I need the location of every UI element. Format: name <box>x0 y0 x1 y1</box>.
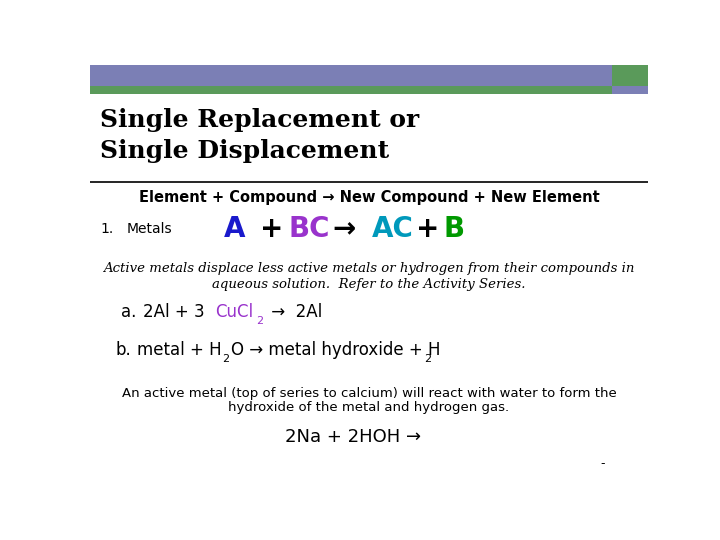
Text: metal + H: metal + H <box>138 341 222 359</box>
Text: A: A <box>224 215 246 243</box>
Text: aqueous solution.  Refer to the Activity Series.: aqueous solution. Refer to the Activity … <box>212 278 526 291</box>
Text: 1.: 1. <box>100 222 113 236</box>
Text: -: - <box>600 457 605 470</box>
Text: b.: b. <box>115 341 131 359</box>
Text: Element + Compound → New Compound + New Element: Element + Compound → New Compound + New … <box>139 190 599 205</box>
Text: An active metal (top of series to calcium) will react with water to form the: An active metal (top of series to calciu… <box>122 387 616 400</box>
Text: AC: AC <box>372 215 414 243</box>
Text: a.: a. <box>121 303 136 321</box>
Text: CuCl: CuCl <box>215 303 253 321</box>
Text: 2: 2 <box>256 316 264 326</box>
Text: +: + <box>260 215 284 243</box>
Text: →  2Al: → 2Al <box>266 303 322 321</box>
Bar <box>90 86 612 94</box>
Text: O → metal hydroxide + H: O → metal hydroxide + H <box>230 341 440 359</box>
Text: Single Displacement: Single Displacement <box>100 139 390 163</box>
Bar <box>612 65 648 86</box>
Text: +: + <box>416 215 440 243</box>
Text: BC: BC <box>288 215 330 243</box>
Text: 2Na + 2HOH →: 2Na + 2HOH → <box>285 428 421 446</box>
Text: →: → <box>333 215 356 243</box>
Text: Active metals displace less active metals or hydrogen from their compounds in: Active metals displace less active metal… <box>103 262 635 275</box>
Text: Single Replacement or: Single Replacement or <box>100 109 419 132</box>
Text: B: B <box>444 215 464 243</box>
Text: 2Al + 3: 2Al + 3 <box>143 303 204 321</box>
Bar <box>90 65 612 86</box>
Text: 2: 2 <box>222 354 230 364</box>
Text: 2: 2 <box>423 354 431 364</box>
Bar <box>612 86 648 94</box>
Text: hydroxide of the metal and hydrogen gas.: hydroxide of the metal and hydrogen gas. <box>228 401 510 414</box>
Text: Metals: Metals <box>126 222 172 236</box>
